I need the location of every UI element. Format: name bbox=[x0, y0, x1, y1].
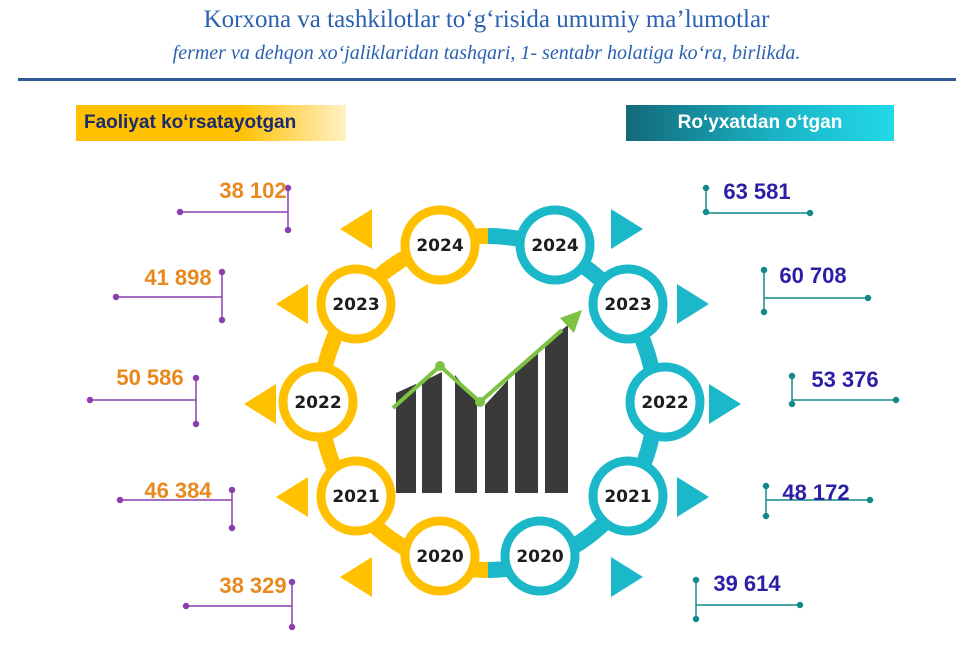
active-year-label-2024: 2024 bbox=[416, 236, 463, 256]
active-year-circle-2022 bbox=[278, 362, 358, 442]
registered-arrow-2024 bbox=[611, 209, 643, 249]
icon-bar-5 bbox=[515, 352, 538, 493]
registered-value-connector-2022 bbox=[788, 372, 900, 408]
active-value-connector-2023 bbox=[112, 268, 226, 324]
active-value-connector-2020 bbox=[182, 578, 296, 631]
registered-value-2021: 48 172 bbox=[782, 480, 849, 505]
registered-value-connector-2020 bbox=[692, 576, 804, 623]
active-arrow-2023 bbox=[276, 284, 308, 324]
page-title: Korxona va tashkilotlar to‘g‘risida umum… bbox=[203, 6, 770, 33]
icon-bar-6 bbox=[545, 325, 568, 493]
active-year-circle-2020 bbox=[400, 516, 480, 596]
registered-value-2022: 53 376 bbox=[811, 367, 878, 392]
icon-trend-point-2 bbox=[475, 397, 485, 407]
active-year-circle-2021 bbox=[316, 456, 396, 536]
registered-arrow-2022 bbox=[709, 384, 741, 424]
active-arrow-2020 bbox=[340, 557, 372, 597]
registered-year-circle-2024 bbox=[515, 205, 595, 285]
active-value-2020: 38 329 bbox=[219, 573, 286, 598]
registered-value-2020: 39 614 bbox=[713, 571, 781, 596]
active-year-label-2020: 2020 bbox=[416, 547, 463, 567]
icon-trend-arrowhead bbox=[560, 310, 582, 333]
active-arrow-2024 bbox=[340, 209, 372, 249]
active-year-label-2021: 2021 bbox=[332, 487, 379, 507]
active-arrow-2022 bbox=[244, 384, 276, 424]
icon-trend-line bbox=[391, 328, 564, 410]
active-year-label-2022: 2022 bbox=[294, 393, 341, 413]
registered-year-label-2023: 2023 bbox=[604, 295, 651, 315]
legend-active: Faoliyat ko‘rsatayotgan bbox=[76, 105, 346, 141]
active-value-2024: 38 102 bbox=[219, 178, 286, 203]
icon-bar-4 bbox=[485, 380, 508, 493]
registered-value-connector-2024 bbox=[702, 184, 814, 217]
registered-value-connector-2023 bbox=[760, 266, 872, 316]
active-year-circle-2024 bbox=[400, 205, 480, 285]
active-value-2022: 50 586 bbox=[116, 365, 183, 390]
registered-arrow-2023 bbox=[677, 284, 709, 324]
active-value-2021: 46 384 bbox=[144, 478, 212, 503]
registered-value-2024: 63 581 bbox=[723, 179, 790, 204]
registered-year-circle-2020 bbox=[500, 516, 580, 596]
registered-value-connector-2021 bbox=[762, 482, 874, 520]
active-value-2023: 41 898 bbox=[144, 265, 211, 290]
registered-year-circle-2022 bbox=[625, 362, 705, 442]
growth-chart-icon bbox=[391, 310, 582, 493]
active-value-connector-2021 bbox=[116, 486, 236, 532]
registered-value-2023: 60 708 bbox=[779, 263, 846, 288]
active-value-connector-2022 bbox=[86, 374, 200, 428]
legend-registered: Ro‘yxatdan o‘tgan bbox=[626, 105, 894, 141]
registered-year-label-2021: 2021 bbox=[604, 487, 651, 507]
active-arrow-2021 bbox=[276, 477, 308, 517]
page-subtitle: fermer va dehqon xo‘jaliklaridan tashqar… bbox=[172, 42, 801, 64]
registered-arrow-2020 bbox=[611, 557, 643, 597]
icon-bar-3 bbox=[455, 375, 477, 493]
title-divider bbox=[18, 78, 956, 81]
active-year-circle-2023 bbox=[316, 264, 396, 344]
icon-bar-1 bbox=[396, 384, 416, 493]
registered-year-label-2024: 2024 bbox=[531, 236, 578, 256]
registered-year-circle-2023 bbox=[588, 264, 668, 344]
registered-year-label-2022: 2022 bbox=[641, 393, 688, 413]
registered-year-label-2020: 2020 bbox=[516, 547, 563, 567]
registered-year-circle-2021 bbox=[588, 456, 668, 536]
active-year-label-2023: 2023 bbox=[332, 295, 379, 315]
icon-trend-point-1 bbox=[435, 361, 445, 371]
registered-arrow-2021 bbox=[677, 477, 709, 517]
icon-bar-2 bbox=[422, 372, 442, 493]
active-value-connector-2024 bbox=[176, 184, 292, 234]
